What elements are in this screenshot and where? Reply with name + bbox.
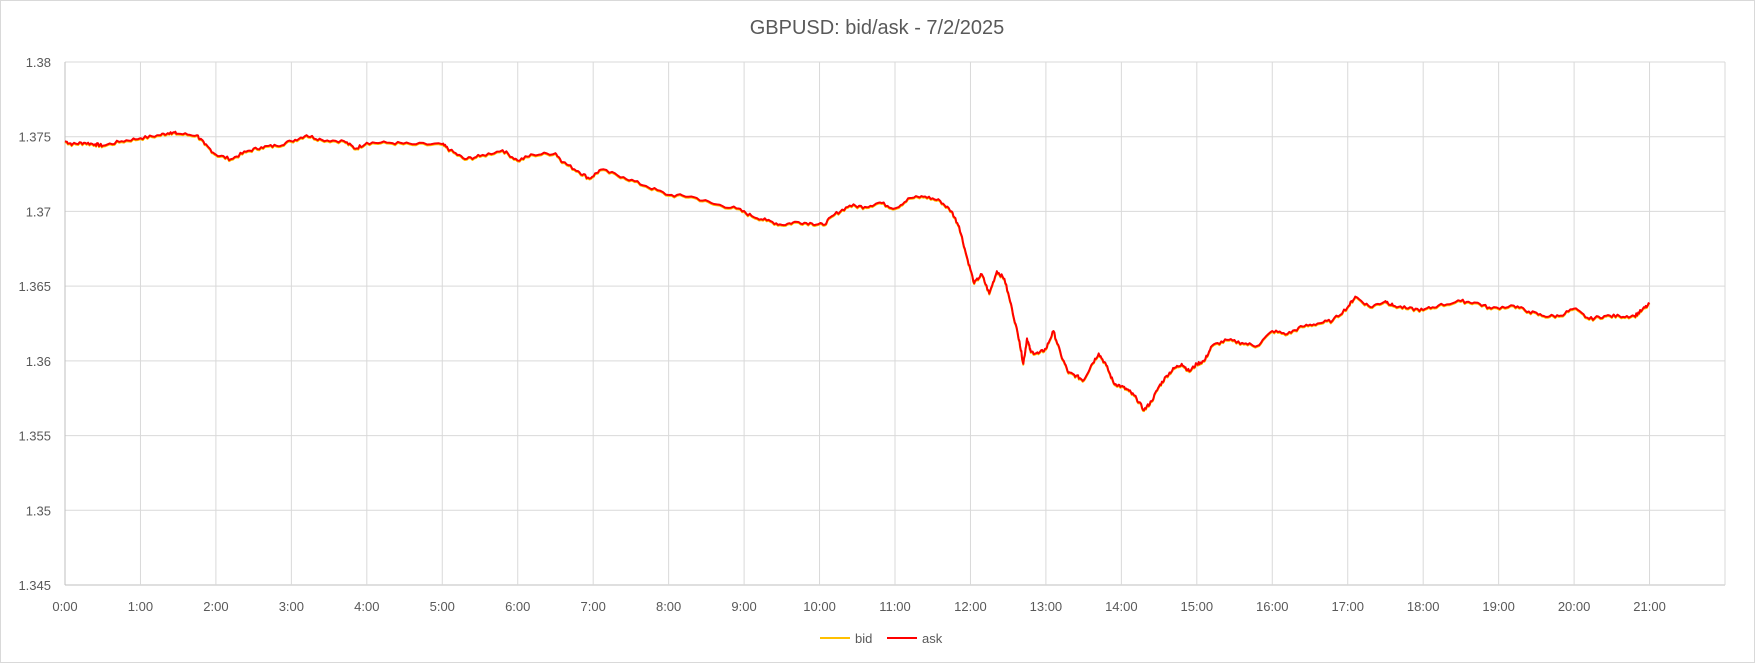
x-tick-label: 13:00	[1030, 599, 1063, 614]
x-tick-label: 5:00	[430, 599, 455, 614]
x-tick-label: 8:00	[656, 599, 681, 614]
x-tick-label: 11:00	[879, 599, 911, 614]
y-tick-label: 1.345	[18, 578, 51, 593]
x-tick-label: 19:00	[1482, 599, 1515, 614]
chart-title: GBPUSD: bid/ask - 7/2/2025	[750, 17, 1005, 39]
x-tick-label: 18:00	[1407, 599, 1440, 614]
legend-ask-label: ask	[922, 631, 943, 646]
x-tick-label: 21:00	[1633, 599, 1666, 614]
x-tick-label: 9:00	[731, 599, 756, 614]
y-axis: 1.345 1.35 1.355 1.36 1.365 1.37 1.375 1.38	[18, 55, 51, 593]
x-axis: 0:00 1:00 2:00 3:00 4:00 5:00 6:00 7:00 8:00 9:00…	[52, 599, 1665, 614]
y-tick-label: 1.355	[18, 429, 51, 444]
x-tick-label: 16:00	[1256, 599, 1289, 614]
x-tick-label: 15:00	[1181, 599, 1214, 614]
x-tick-label: 14:00	[1105, 599, 1138, 614]
x-tick-label: 10:00	[803, 599, 836, 614]
legend: bid ask	[820, 631, 943, 646]
y-tick-label: 1.36	[26, 354, 51, 369]
y-tick-label: 1.37	[26, 204, 51, 219]
x-tick-label: 12:00	[954, 599, 987, 614]
x-tick-label: 7:00	[581, 599, 606, 614]
x-tick-label: 4:00	[354, 599, 379, 614]
series-layer	[64, 130, 1651, 413]
x-tick-label: 1:00	[128, 599, 153, 614]
series-line-ask	[64, 130, 1651, 412]
y-tick-label: 1.365	[18, 279, 51, 294]
y-tick-label: 1.38	[26, 55, 51, 70]
x-tick-label: 17:00	[1331, 599, 1364, 614]
legend-bid-label: bid	[855, 631, 872, 646]
x-tick-label: 6:00	[505, 599, 530, 614]
x-tick-label: 2:00	[203, 599, 228, 614]
x-tick-label: 20:00	[1558, 599, 1591, 614]
y-tick-label: 1.375	[18, 130, 51, 145]
x-tick-label: 3:00	[279, 599, 304, 614]
grid	[64, 61, 1726, 586]
x-tick-label: 0:00	[52, 599, 77, 614]
series-line-bid	[64, 131, 1651, 413]
y-tick-label: 1.35	[26, 503, 51, 518]
